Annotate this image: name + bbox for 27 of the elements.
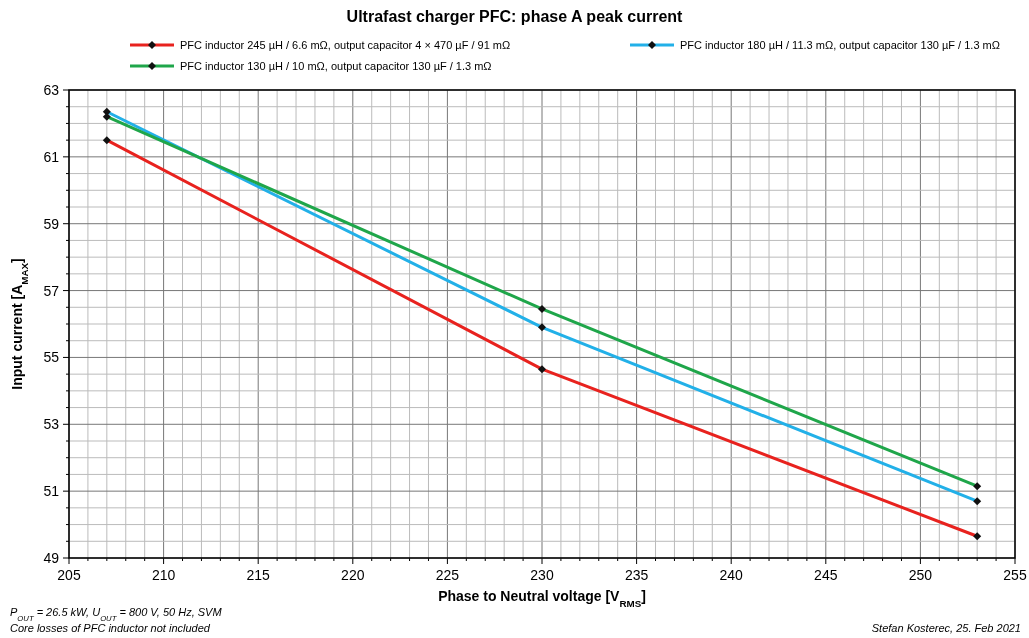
text: P$_{OUT}$ = 26.5 kW, U$_{OUT}$ = 800 V, 50 Hz, SVM — [10, 606, 223, 623]
y-tick-label: 61 — [43, 148, 60, 165]
text: Stefan Kosterec, 25. Feb 2021 — [871, 622, 1021, 634]
chart-title: Ultrafast charger PFC: phase A peak current — [346, 8, 684, 25]
y-tick-label: 55 — [43, 349, 60, 366]
x-tick-label: 225 — [435, 567, 460, 583]
legend-label: PFC inductor 180 µH / 11.3 mΩ, output capacitor 130 µF / 1.3 mΩ — [680, 39, 1000, 51]
x-tick-label: 230 — [530, 567, 554, 583]
y-tick-label: 51 — [43, 483, 60, 500]
x-tick-label: 245 — [814, 567, 838, 583]
legend-label: PFC inductor 245 µH / 6.6 mΩ, output capacitor 4 × 470 µF / 91 mΩ — [180, 39, 511, 51]
legend-label: PFC inductor 130 µH / 10 mΩ, output capacitor 130 µF / 1.3 mΩ — [180, 60, 492, 72]
x-tick-label: 240 — [719, 567, 744, 583]
text: Core losses of PFC inductor not included — [10, 622, 211, 634]
x-axis-title: Phase to Neutral voltage [V$_{RMS}$] — [438, 588, 646, 609]
x-tick-label: 205 — [57, 567, 81, 583]
x-tick-label: 220 — [341, 567, 365, 583]
x-tick-label: 215 — [246, 567, 271, 583]
x-tick-label: 210 — [151, 567, 176, 583]
y-tick-label: 59 — [43, 215, 60, 232]
y-tick-label: 63 — [43, 82, 60, 98]
x-tick-label: 235 — [624, 567, 649, 583]
x-tick-label: 255 — [1003, 567, 1027, 583]
y-tick-label: 57 — [43, 282, 60, 299]
x-tick-label: 250 — [908, 567, 933, 583]
y-tick-label: 53 — [43, 416, 60, 433]
y-tick-label: 49 — [43, 550, 60, 566]
